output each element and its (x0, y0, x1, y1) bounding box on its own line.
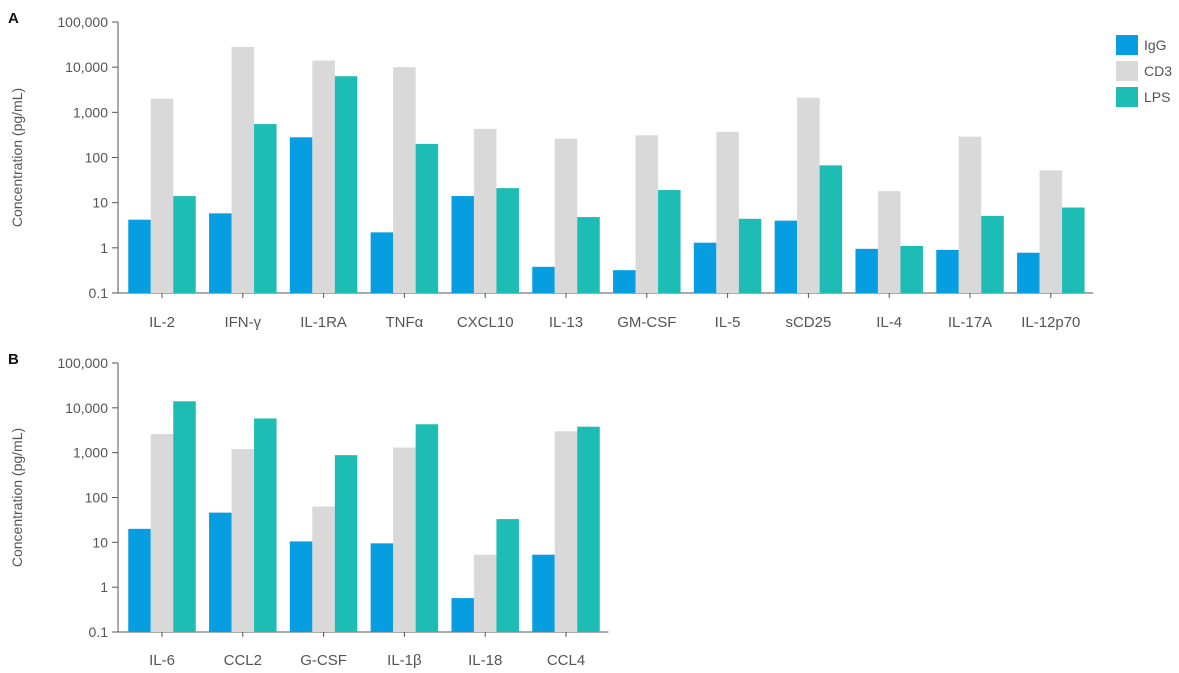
panel-b-y-tick-label: 10,000 (65, 400, 108, 416)
panel-a-x-tick-label: IFN-γ (224, 314, 261, 331)
panel-b-x-tick-label: CCL2 (224, 652, 262, 668)
panel-b-y-tick-label: 1,000 (73, 445, 108, 461)
panel-a-label: A (8, 10, 19, 27)
panel-a-x-tick-label: CXCL10 (457, 314, 514, 331)
panel-a-bar-lps (334, 76, 358, 293)
panel-a-bar-cd3 (231, 46, 255, 293)
panel-a-bar-cd3 (958, 136, 982, 293)
panel-b-bar-lps (334, 455, 358, 632)
panel-a-x-tick-label: GM-CSF (617, 314, 676, 331)
panel-a-bar-igg (693, 242, 717, 293)
panel-a-bar-lps (1062, 207, 1085, 293)
panel-a-bar-cd3 (150, 98, 174, 293)
panel-a-bar-lps (415, 143, 439, 293)
panel-a-bar-lps (900, 245, 923, 293)
panel-a-bar-cd3 (716, 131, 739, 293)
legend-label-igg: IgG (1144, 37, 1167, 53)
legend-swatch-cd3 (1116, 61, 1138, 81)
panel-a-bar-lps (254, 124, 277, 293)
panel-a-bar-igg (532, 266, 555, 293)
panel-a-bar-cd3 (473, 128, 497, 293)
panel-b-bar-cd3 (150, 434, 174, 632)
panel-b-bar-cd3 (554, 431, 578, 632)
panel-a-bar-cd3 (393, 67, 416, 294)
panel-a-bar-cd3 (635, 135, 659, 293)
panel-a-bar-cd3 (797, 97, 820, 294)
panel-b-bar-igg (289, 541, 313, 632)
panel-a-x-tick-label: TNFα (385, 314, 423, 331)
panel-b-bar-lps (577, 426, 600, 632)
panel-a-bar-cd3 (877, 191, 901, 293)
panel-b-x-tick-label: IL-1β (387, 652, 422, 668)
panel-b-bar-cd3 (312, 506, 335, 632)
panel-b-bar-lps (254, 418, 277, 632)
panel-b-bar-cd3 (473, 554, 497, 632)
panel-b-bar-lps (496, 519, 519, 632)
panel-b-bar-igg (209, 512, 232, 632)
panel-a-y-tick-label: 1 (100, 240, 108, 256)
panel-a-y-tick-label: 10,000 (65, 59, 108, 75)
panel-a-y-tick-label: 1,000 (73, 104, 108, 120)
panel-b-y-tick-label: 100,000 (57, 355, 108, 371)
panel-a-x-tick-label: IL-5 (715, 314, 741, 331)
panel-a-bar-igg (451, 196, 474, 293)
panel-a-x-tick-label: sCD25 (785, 314, 831, 331)
panel-a-bar-lps (496, 188, 519, 293)
legend-swatch-lps (1116, 87, 1138, 107)
panel-a-x-tick-label: IL-1RA (300, 314, 347, 331)
panel-a-y-tick-label: 0.1 (89, 285, 109, 301)
panel-b-y-tick-label: 10 (92, 534, 108, 550)
panel-a-bar-cd3 (1039, 170, 1063, 293)
panel-a-bar-igg (1017, 252, 1040, 293)
panel-a-x-tick-label: IL-4 (876, 314, 902, 331)
panel-b-y-tick-label: 1 (100, 579, 108, 595)
panel-a-bar-cd3 (554, 138, 578, 293)
panel-b-bar-igg (128, 528, 151, 632)
panel-a-bar-igg (855, 248, 878, 293)
panel-b-bar-igg (451, 598, 474, 632)
panel-a-bar-lps (981, 215, 1004, 293)
panel-b-bar-igg (532, 554, 555, 632)
panel-b-x-tick-label: IL-18 (468, 652, 502, 668)
panel-b-bar-lps (173, 401, 196, 632)
panel-a-bar-lps (658, 190, 681, 293)
panel-a-x-tick-label: IL-17A (948, 314, 992, 331)
panel-b-x-tick-label: IL-6 (149, 652, 175, 668)
panel-a-bar-igg (289, 137, 313, 293)
legend-label-lps: LPS (1144, 89, 1170, 105)
panel-a-bar-lps (738, 218, 762, 293)
panel-b-ylabel: Concentration (pg/mL) (9, 428, 25, 567)
panel-b-bar-cd3 (231, 449, 255, 632)
panel-a-ylabel: Concentration (pg/mL) (9, 88, 25, 227)
panel-a-x-tick-label: IL-2 (149, 314, 175, 331)
panel-a-bar-cd3 (312, 60, 335, 293)
panel-a-bar-igg (128, 219, 151, 293)
panel-a-bar-igg (774, 220, 798, 293)
panel-b-bar-igg (370, 543, 394, 632)
panel-a-bar-lps (819, 165, 843, 293)
panel-a-y-tick-label: 100 (85, 150, 109, 166)
panel-b-bar-lps (415, 424, 439, 632)
legend-label-cd3: CD3 (1144, 63, 1172, 79)
panel-a-bar-lps (577, 217, 600, 293)
panel-a-bar-lps (173, 196, 196, 293)
panel-a-bar-igg (613, 270, 636, 293)
panel-a-y-tick-label: 100,000 (57, 14, 108, 30)
panel-b-bar-cd3 (393, 447, 416, 632)
legend-swatch-igg (1116, 35, 1138, 55)
panel-a-bar-igg (370, 232, 394, 293)
panel-b-y-tick-label: 100 (85, 490, 109, 506)
panel-a-bar-igg (936, 249, 959, 293)
panel-a-x-tick-label: IL-12p70 (1021, 314, 1080, 331)
panel-b-label: B (8, 351, 19, 368)
panel-a-y-tick-label: 10 (92, 195, 108, 211)
panel-b-y-tick-label: 0.1 (89, 624, 109, 640)
panel-a-bar-igg (209, 213, 232, 293)
panel-b-x-tick-label: G-CSF (300, 652, 347, 668)
panel-a-x-tick-label: IL-13 (549, 314, 583, 331)
panel-b-x-tick-label: CCL4 (547, 652, 585, 668)
